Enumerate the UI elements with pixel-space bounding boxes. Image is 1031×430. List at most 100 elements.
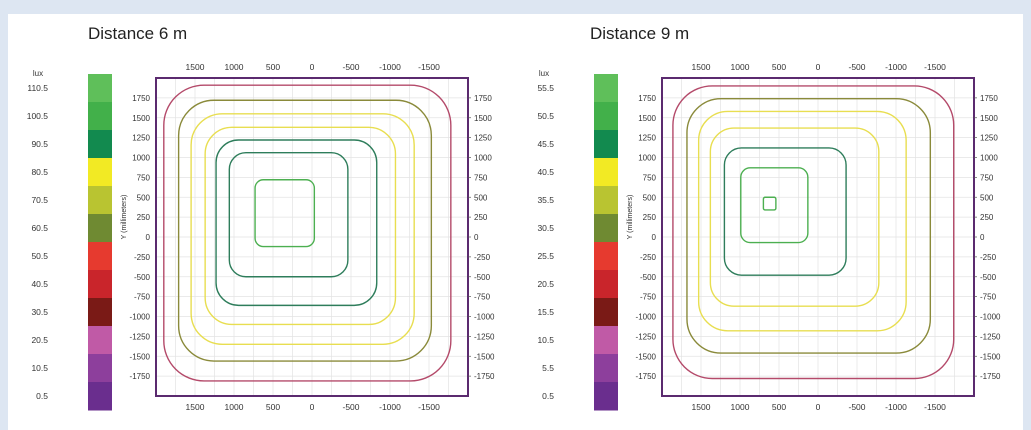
chart-title: Distance 6 m: [88, 24, 188, 43]
y-tick-label-right: 500: [474, 193, 488, 202]
x-tick-label-top: -500: [848, 62, 865, 72]
y-tick-label-left: 500: [643, 193, 657, 202]
x-tick-label-bottom: -1000: [379, 402, 401, 412]
y-tick-label-left: -750: [640, 293, 657, 302]
x-tick-label-top: 1000: [225, 62, 244, 72]
y-tick-label-left: -1250: [636, 332, 657, 341]
y-tick-label-right: -1500: [474, 352, 495, 361]
y-tick-label-right: -750: [474, 293, 491, 302]
scale-label: 30.5: [31, 307, 48, 317]
y-tick-label-right: 1750: [474, 94, 492, 103]
isolux-contour: [672, 85, 955, 380]
x-tick-label-bottom: 1500: [692, 402, 711, 412]
isolux-contour: [163, 84, 452, 382]
scale-color-swatch: [88, 270, 112, 299]
y-tick-label-right: 1750: [980, 94, 998, 103]
x-tick-label-bottom: -500: [848, 402, 865, 412]
isolux-contour: [723, 147, 847, 276]
scale-color-swatch: [594, 186, 618, 215]
scale-color-swatch: [88, 354, 112, 383]
x-tick-label-top: 1000: [731, 62, 750, 72]
scale-label: 0.5: [36, 391, 48, 401]
isolux-contour: [709, 127, 880, 307]
scale-color-swatch: [88, 130, 112, 159]
y-tick-label-left: 1000: [638, 154, 656, 163]
scale-label: 110.5: [27, 83, 48, 93]
y-tick-label-left: 750: [137, 173, 151, 182]
isolux-chart-6m: lux 110.5 100.5 90.5 80.5 70.5 60.5 50.5 40.5 30.…: [27, 62, 495, 412]
y-tick-label-right: -500: [474, 273, 491, 282]
scale-color-swatch: [594, 270, 618, 299]
scale-color-swatch: [594, 242, 618, 271]
x-tick-label-top: 500: [772, 62, 786, 72]
scale-label: 40.5: [537, 167, 554, 177]
y-tick-label-left: -500: [134, 273, 151, 282]
y-tick-label-right: -1000: [980, 313, 1001, 322]
y-tick-label-left: 1000: [132, 154, 150, 163]
scale-label: 5.5: [542, 363, 554, 373]
y-tick-label-left: 250: [643, 213, 657, 222]
y-axis-label: Y (millimeters): [121, 195, 128, 240]
y-tick-label-right: 250: [474, 213, 488, 222]
x-tick-label-top: 1500: [186, 62, 205, 72]
y-tick-label-right: 0: [980, 233, 985, 242]
y-tick-label-left: -750: [134, 293, 151, 302]
y-tick-label-right: -1750: [474, 372, 495, 381]
scale-label: 20.5: [31, 335, 48, 345]
isolux-chart-9m: lux 55.5 50.5 45.5 40.5 35.5 30.5 25.5 20.5 15.5 1…: [537, 62, 1001, 412]
scale-color-swatch: [88, 214, 112, 243]
scale-color-swatch: [88, 326, 112, 355]
y-tick-label-right: 500: [980, 193, 994, 202]
y-tick-label-left: -1000: [130, 313, 151, 322]
y-tick-label-right: 750: [980, 173, 994, 182]
y-tick-label-right: 1000: [980, 154, 998, 163]
scale-label: 10.5: [537, 335, 554, 345]
isolux-contour: [686, 97, 932, 354]
x-tick-label-bottom: -1500: [418, 402, 440, 412]
y-tick-label-right: 1250: [980, 134, 998, 143]
scale-color-swatch: [88, 74, 112, 103]
y-tick-label-right: -1500: [980, 352, 1001, 361]
x-tick-label-bottom: -1000: [885, 402, 907, 412]
scale-color-swatch: [594, 382, 618, 411]
scale-label: 80.5: [31, 167, 48, 177]
y-tick-label-right: -1250: [980, 332, 1001, 341]
scale-color-swatch: [88, 102, 112, 131]
isolux-contour: [740, 167, 809, 244]
isolux-contour: [204, 126, 397, 326]
scale-label: 25.5: [537, 251, 554, 261]
scale-color-swatch: [594, 298, 618, 327]
x-tick-label-top: -1000: [379, 62, 401, 72]
x-tick-label-bottom: -500: [342, 402, 359, 412]
x-tick-label-top: -1500: [924, 62, 946, 72]
isolux-contour: [190, 113, 415, 346]
y-tick-label-left: -1500: [636, 352, 657, 361]
scale-label: 70.5: [31, 195, 48, 205]
y-tick-label-left: 750: [643, 173, 657, 182]
y-tick-label-right: -750: [980, 293, 997, 302]
scale-label: 60.5: [31, 223, 48, 233]
x-tick-label-bottom: -1500: [924, 402, 946, 412]
scale-color-swatch: [594, 326, 618, 355]
figure-frame: Distance 6 m lux 110.5 100.5 90.5 80.5 70.5 60…: [8, 14, 1023, 430]
y-tick-label-left: 250: [137, 213, 151, 222]
y-tick-label-right: 1500: [980, 114, 998, 123]
scale-label: 90.5: [31, 139, 48, 149]
scale-unit-label: lux: [33, 69, 43, 78]
y-tick-label-left: -250: [134, 253, 151, 262]
scale-label: 35.5: [537, 195, 554, 205]
scale-color-swatch: [88, 298, 112, 327]
y-tick-label-left: 500: [137, 193, 151, 202]
y-axis-label: Y (millimeters): [627, 195, 634, 240]
scale-color-swatch: [88, 186, 112, 215]
x-tick-label-top: 1500: [692, 62, 711, 72]
x-tick-label-bottom: 500: [266, 402, 280, 412]
y-tick-label-right: 1500: [474, 114, 492, 123]
x-tick-label-bottom: 1000: [731, 402, 750, 412]
y-tick-label-right: -500: [980, 273, 997, 282]
scale-color-swatch: [594, 74, 618, 103]
y-tick-label-right: 1250: [474, 134, 492, 143]
scale-label: 50.5: [31, 251, 48, 261]
scale-label: 0.5: [542, 391, 554, 401]
chart-title: Distance 9 m: [590, 24, 690, 43]
